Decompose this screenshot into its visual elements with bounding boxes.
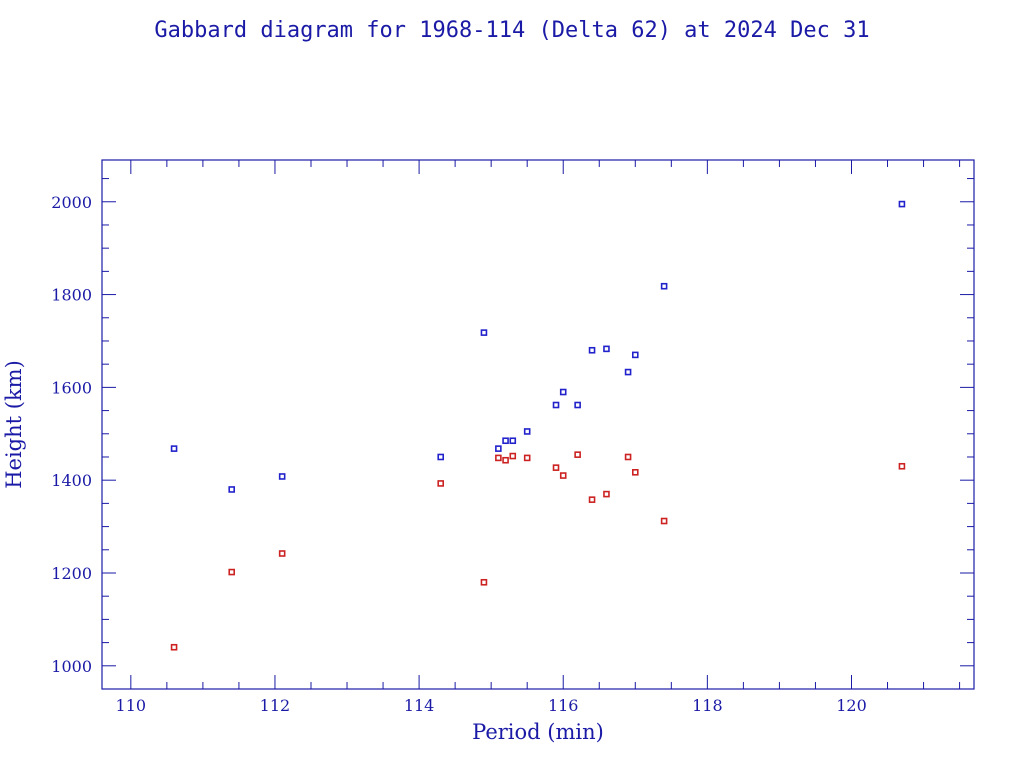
y-tick-label: 1600 bbox=[51, 378, 92, 397]
y-tick-label: 1000 bbox=[51, 657, 92, 676]
apogee-point bbox=[624, 368, 632, 376]
perigee-point bbox=[660, 517, 668, 525]
apogee-point bbox=[437, 453, 445, 461]
x-tick-label: 114 bbox=[404, 696, 435, 715]
perigee-point bbox=[437, 480, 445, 487]
perigee-point bbox=[624, 453, 632, 461]
perigee-point bbox=[523, 454, 531, 462]
perigee-point bbox=[898, 462, 906, 470]
y-tick-label: 1400 bbox=[51, 471, 92, 490]
apogee-point bbox=[898, 200, 906, 208]
apogee-point bbox=[574, 401, 581, 409]
perigee-point bbox=[228, 568, 236, 576]
perigee-point bbox=[509, 452, 517, 460]
apogee-point bbox=[228, 486, 236, 493]
apogee-point bbox=[660, 282, 668, 290]
data-points bbox=[170, 200, 906, 651]
apogee-point bbox=[588, 346, 596, 354]
perigee-point bbox=[502, 456, 509, 464]
apogee-point bbox=[552, 401, 560, 409]
apogee-point bbox=[278, 473, 286, 480]
chart-title: Gabbard diagram for 1968-114 (Delta 62) … bbox=[154, 18, 869, 43]
perigee-point bbox=[631, 468, 639, 476]
y-tick-label: 2000 bbox=[51, 193, 92, 212]
x-axis-label: Period (min) bbox=[472, 720, 604, 744]
apogee-point bbox=[495, 445, 502, 452]
perigee-point bbox=[278, 550, 286, 557]
apogee-point bbox=[523, 428, 531, 435]
perigee-point bbox=[552, 464, 560, 471]
perigee-point bbox=[480, 578, 488, 586]
perigee-point bbox=[495, 454, 502, 462]
x-tick-label: 110 bbox=[116, 696, 147, 715]
x-tick-label: 120 bbox=[836, 696, 867, 715]
plot-frame bbox=[101, 159, 975, 690]
perigee-point bbox=[170, 643, 178, 651]
perigee-point bbox=[588, 496, 596, 503]
apogee-point bbox=[509, 437, 517, 445]
x-tick-label: 112 bbox=[260, 696, 291, 715]
perigee-point bbox=[574, 451, 581, 458]
y-tick-label: 1800 bbox=[51, 286, 92, 305]
apogee-point bbox=[559, 388, 567, 396]
apogee-point bbox=[480, 329, 488, 336]
apogee-point bbox=[631, 351, 639, 359]
perigee-point bbox=[603, 490, 610, 498]
apogee-point bbox=[502, 437, 509, 445]
y-tick-label: 1200 bbox=[51, 564, 92, 583]
apogee-point bbox=[170, 445, 178, 452]
x-tick-label: 118 bbox=[692, 696, 723, 715]
y-axis-label: Height (km) bbox=[2, 360, 26, 489]
axis-ticks: 110 112 114 116 118 120 1000 1200 1400 1600 1800 20… bbox=[51, 160, 974, 715]
apogee-point bbox=[603, 345, 610, 353]
perigee-point bbox=[559, 472, 567, 479]
x-tick-label: 116 bbox=[548, 696, 579, 715]
